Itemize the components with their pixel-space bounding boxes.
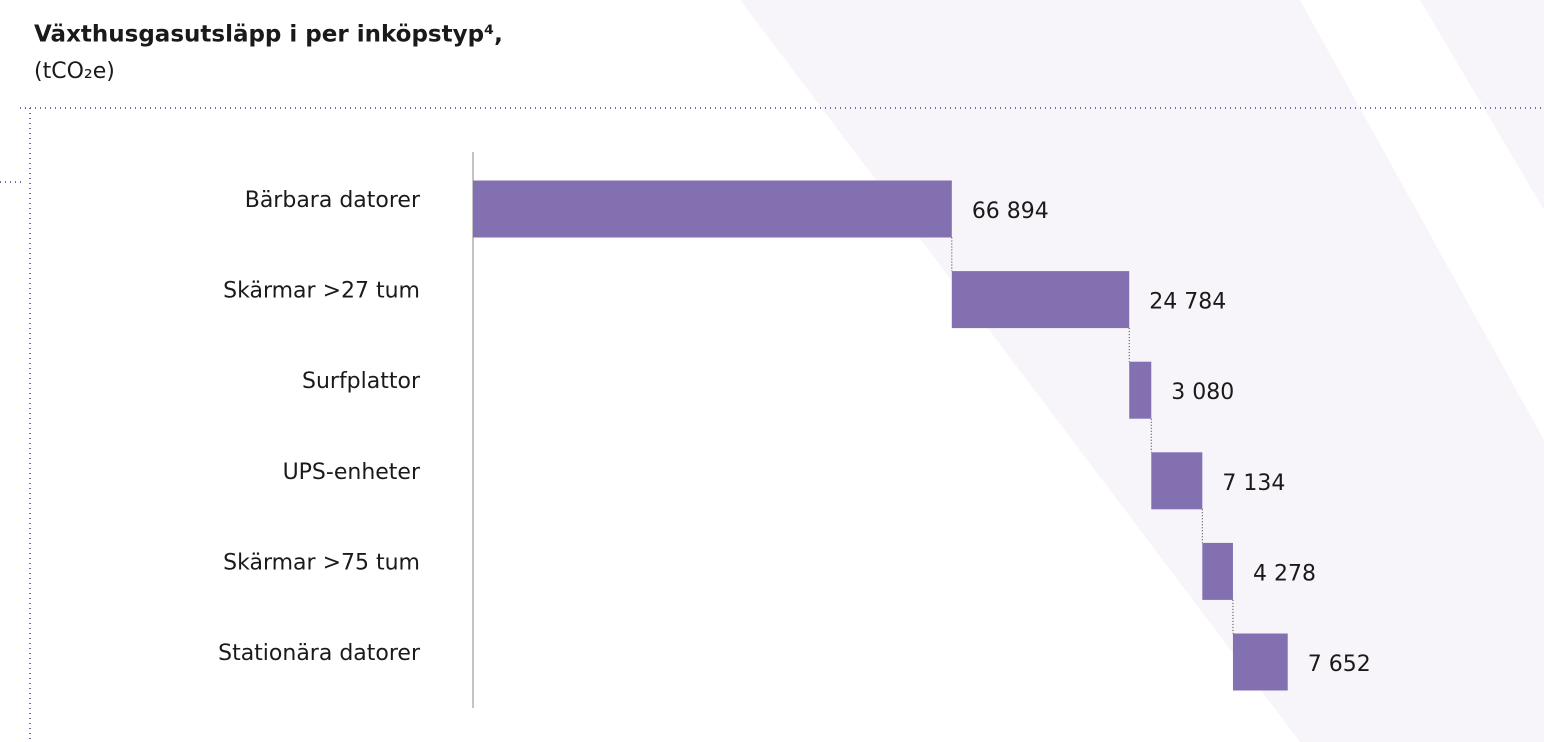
category-label: Surfplattor	[302, 369, 421, 394]
bar	[951, 271, 1130, 329]
category-label: Skärmar >75 tum	[223, 550, 420, 575]
chart-subtitle: (tCO₂e)	[34, 59, 115, 84]
bar	[1151, 452, 1203, 510]
background-band	[1420, 0, 1544, 210]
value-label: 3 080	[1171, 380, 1234, 405]
value-label: 4 278	[1253, 561, 1316, 586]
bar	[1202, 542, 1233, 600]
category-label: UPS-enheter	[283, 460, 421, 485]
value-label: 7 652	[1308, 652, 1371, 677]
category-label: Stationära datorer	[218, 641, 421, 666]
bar	[1232, 633, 1288, 691]
category-label: Skärmar >27 tum	[223, 279, 420, 304]
category-label: Bärbara datorer	[245, 188, 421, 213]
value-label: 24 784	[1149, 290, 1226, 315]
bar	[473, 180, 952, 238]
chart-title: Växthusgasutsläpp i per inköpstyp⁴,	[34, 22, 503, 48]
bar	[1129, 361, 1152, 419]
value-label: 66 894	[972, 199, 1049, 224]
value-label: 7 134	[1222, 471, 1285, 496]
